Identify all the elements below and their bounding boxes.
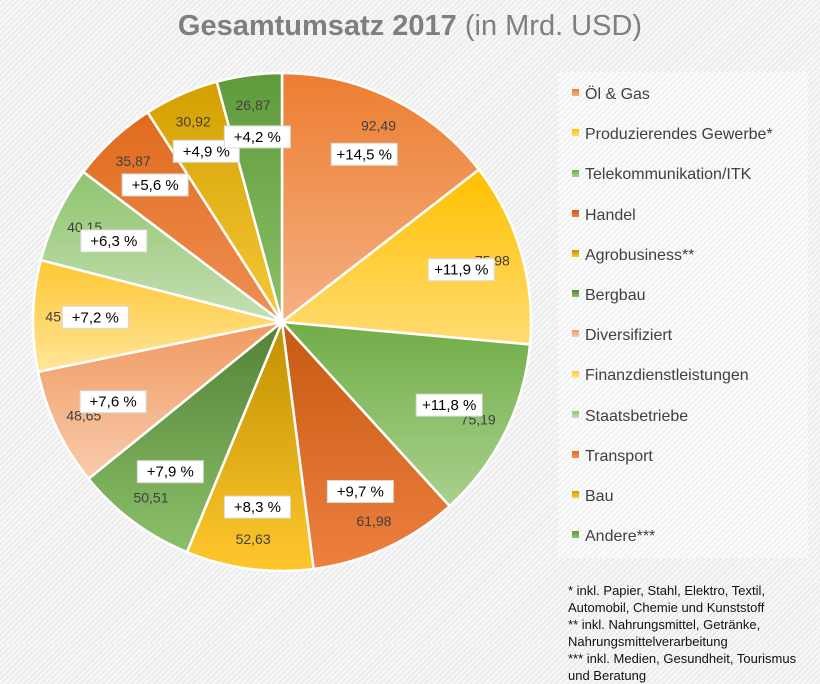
value-label: 30,92 bbox=[176, 114, 211, 130]
legend-marker bbox=[572, 89, 579, 97]
share-label-box bbox=[61, 305, 129, 329]
legend-marker bbox=[572, 491, 579, 499]
value-label: 35,87 bbox=[116, 153, 151, 169]
share-label-box bbox=[326, 480, 394, 504]
legend-marker bbox=[572, 410, 579, 418]
legend-marker bbox=[572, 250, 579, 258]
legend-label: Agrobusiness** bbox=[585, 246, 695, 264]
share-label: +7,2 % bbox=[72, 309, 119, 326]
title-main: Gesamtumsatz 2017 bbox=[177, 10, 457, 42]
share-label-box bbox=[223, 495, 291, 519]
share-label: +7,9 % bbox=[147, 464, 194, 481]
legend-label: Diversifiziert bbox=[585, 327, 673, 345]
share-label: +4,2 % bbox=[234, 129, 281, 146]
pie-slice[interactable] bbox=[31, 258, 283, 374]
legend-item: Agrobusiness** bbox=[572, 247, 694, 265]
footnote-2: ** inkl. Nahrungsmittel, Getränke, Nahru… bbox=[568, 617, 761, 649]
legend-item: Staatsbetriebe bbox=[572, 408, 688, 426]
share-label: +6,3 % bbox=[90, 233, 137, 250]
legend-marker bbox=[572, 451, 579, 459]
legend-item: Diversifiziert bbox=[572, 327, 672, 345]
footnote-3: *** inkl. Medien, Gesundheit, Tourismus … bbox=[568, 651, 797, 683]
value-label: 26,87 bbox=[236, 97, 271, 113]
share-label-box bbox=[121, 173, 189, 197]
pie-slice[interactable] bbox=[86, 321, 284, 554]
legend-marker bbox=[572, 169, 579, 177]
legend-item: Handel bbox=[572, 207, 636, 225]
legend-label: Bau bbox=[585, 488, 614, 505]
legend-item: Öl & Gas bbox=[572, 86, 650, 104]
legend-item: Telekommunikation/ITK bbox=[572, 166, 751, 184]
value-label: 50,51 bbox=[133, 490, 168, 506]
share-label: +4,9 % bbox=[183, 143, 230, 160]
share-label-box bbox=[330, 142, 398, 166]
share-label: +9,7 % bbox=[337, 484, 384, 501]
legend-item: Bau bbox=[572, 488, 613, 506]
legend-label: Handel bbox=[585, 206, 636, 224]
legend-item: Finanzdienstleistungen bbox=[572, 367, 749, 385]
share-label-box bbox=[223, 125, 291, 149]
legend-label: Produzierendes Gewerbe* bbox=[585, 126, 773, 144]
legend-marker bbox=[572, 209, 579, 217]
legend-marker bbox=[572, 129, 579, 137]
value-label: 52,63 bbox=[236, 531, 271, 547]
legend-label: Andere*** bbox=[585, 528, 656, 546]
share-label: +11,8 % bbox=[422, 397, 476, 414]
footnotes: * inkl. Papier, Stahl, Elektro, Textil, … bbox=[568, 582, 820, 684]
legend-marker bbox=[572, 370, 579, 378]
share-label-box bbox=[136, 460, 204, 484]
legend-label: Bergbau bbox=[585, 287, 646, 304]
legend-label: Transport bbox=[585, 447, 653, 465]
share-label-box bbox=[80, 229, 148, 253]
pie-slice[interactable] bbox=[36, 320, 283, 481]
share-label: +7,6 % bbox=[90, 394, 137, 411]
legend-item: Bergbau bbox=[572, 287, 646, 305]
chart-title: Gesamtumsatz 2017 (in Mrd. USD) bbox=[0, 10, 820, 43]
value-label: 61,98 bbox=[356, 513, 391, 529]
pie-slice[interactable] bbox=[280, 71, 481, 325]
share-label-box bbox=[79, 390, 147, 414]
share-label-box bbox=[427, 258, 495, 282]
value-label: 92,49 bbox=[361, 117, 396, 133]
share-label-box bbox=[415, 393, 483, 417]
legend-item: Transport bbox=[572, 448, 653, 466]
pie-slice[interactable] bbox=[280, 318, 452, 571]
share-label: +11,9 % bbox=[434, 262, 488, 279]
title-unit: (in Mrd. USD) bbox=[464, 10, 643, 42]
legend-label: Telekommunikation/ITK bbox=[585, 166, 752, 184]
share-label: +8,3 % bbox=[234, 499, 281, 516]
legend-marker bbox=[572, 290, 579, 298]
share-label: +14,5 % bbox=[337, 146, 392, 163]
pie-slice[interactable] bbox=[278, 167, 533, 346]
legend-item: Produzierendes Gewerbe* bbox=[572, 126, 773, 144]
legend-marker bbox=[572, 330, 579, 338]
share-label: +5,6 % bbox=[132, 177, 179, 194]
legend-label: Finanzdienstleistungen bbox=[585, 367, 749, 385]
legend: Öl & Gas Produzierendes Gewerbe* Telekommu… bbox=[558, 72, 808, 558]
pie-slice[interactable] bbox=[278, 320, 532, 508]
legend-marker bbox=[572, 531, 579, 539]
pie-chart: 92,49+14,5 %75,98+11,9 %75,19+11,8 %61,9… bbox=[31, 71, 533, 573]
legend-item: Andere*** bbox=[572, 528, 655, 546]
share-label-box bbox=[172, 139, 240, 163]
legend-label: Staatsbetriebe bbox=[585, 407, 689, 425]
footnote-1: * inkl. Papier, Stahl, Elektro, Textil, … bbox=[568, 583, 766, 615]
legend-label: Öl & Gas bbox=[585, 86, 650, 103]
